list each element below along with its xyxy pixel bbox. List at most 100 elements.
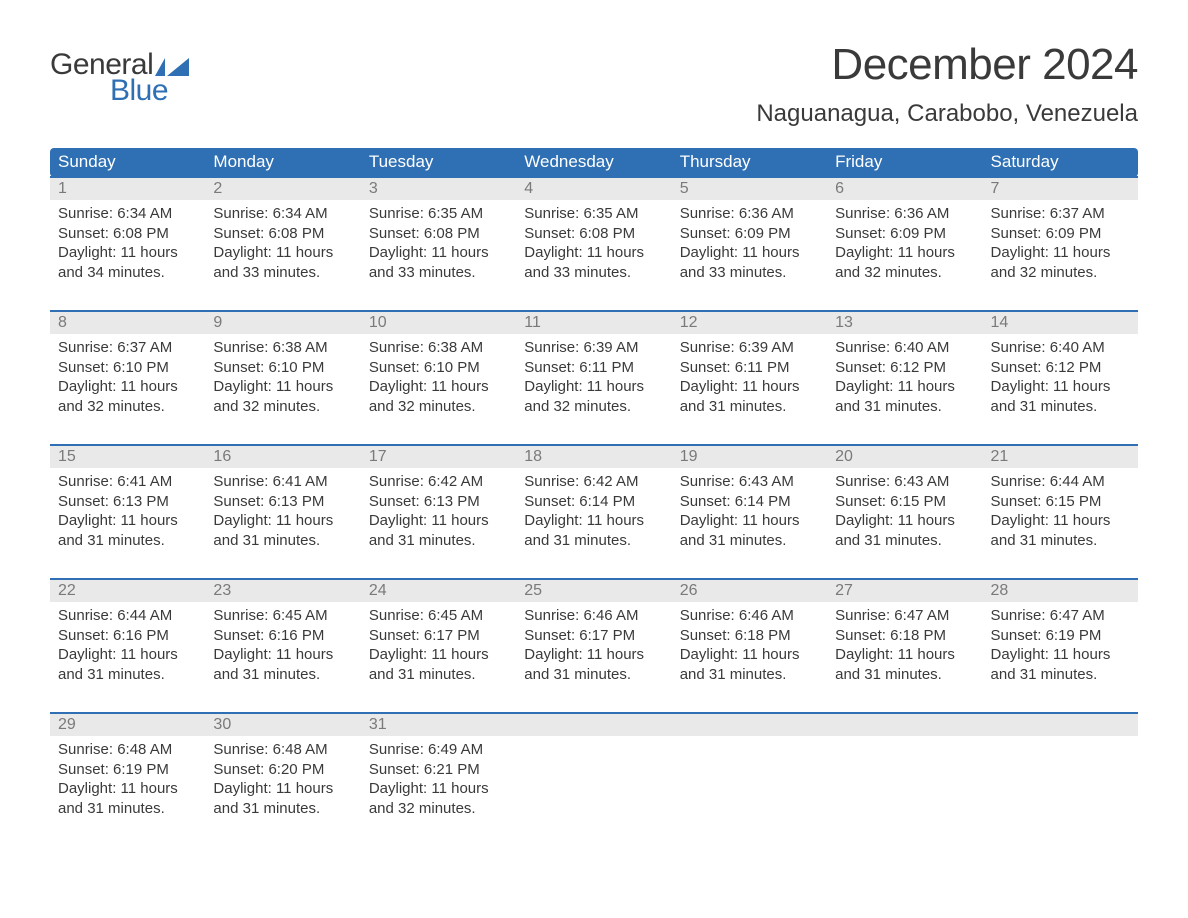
- sunrise-text: Sunrise: 6:37 AM: [991, 204, 1130, 224]
- daylight-text-line2: and 32 minutes.: [369, 799, 508, 819]
- calendar-day-cell: 26Sunrise: 6:46 AMSunset: 6:18 PMDayligh…: [672, 579, 827, 713]
- sunset-text: Sunset: 6:11 PM: [680, 358, 819, 378]
- day-number: 25: [516, 580, 671, 602]
- day-number: 7: [983, 178, 1138, 200]
- sunset-text: Sunset: 6:17 PM: [524, 626, 663, 646]
- day-number: 8: [50, 312, 205, 334]
- day-number-empty: [516, 714, 671, 736]
- day-details-empty: [516, 736, 671, 816]
- daylight-text-line1: Daylight: 11 hours: [213, 377, 352, 397]
- calendar-day-cell: 19Sunrise: 6:43 AMSunset: 6:14 PMDayligh…: [672, 445, 827, 579]
- day-number: 19: [672, 446, 827, 468]
- daylight-text-line2: and 34 minutes.: [58, 263, 197, 283]
- day-number-empty: [983, 714, 1138, 736]
- day-details: Sunrise: 6:45 AMSunset: 6:16 PMDaylight:…: [205, 602, 360, 696]
- sunset-text: Sunset: 6:08 PM: [524, 224, 663, 244]
- day-details: Sunrise: 6:37 AMSunset: 6:09 PMDaylight:…: [983, 200, 1138, 294]
- sunrise-text: Sunrise: 6:46 AM: [680, 606, 819, 626]
- daylight-text-line1: Daylight: 11 hours: [213, 511, 352, 531]
- day-details: Sunrise: 6:39 AMSunset: 6:11 PMDaylight:…: [516, 334, 671, 428]
- sunrise-text: Sunrise: 6:37 AM: [58, 338, 197, 358]
- sunset-text: Sunset: 6:08 PM: [213, 224, 352, 244]
- calendar-week-row: 1Sunrise: 6:34 AMSunset: 6:08 PMDaylight…: [50, 177, 1138, 311]
- day-number: 2: [205, 178, 360, 200]
- daylight-text-line2: and 33 minutes.: [524, 263, 663, 283]
- daylight-text-line1: Daylight: 11 hours: [524, 511, 663, 531]
- calendar-body: 1Sunrise: 6:34 AMSunset: 6:08 PMDaylight…: [50, 177, 1138, 847]
- sunset-text: Sunset: 6:21 PM: [369, 760, 508, 780]
- day-details-empty: [983, 736, 1138, 816]
- sunset-text: Sunset: 6:13 PM: [369, 492, 508, 512]
- sunrise-text: Sunrise: 6:45 AM: [369, 606, 508, 626]
- calendar-empty-cell: [516, 713, 671, 847]
- day-number: 17: [361, 446, 516, 468]
- daylight-text-line1: Daylight: 11 hours: [369, 377, 508, 397]
- day-details: Sunrise: 6:38 AMSunset: 6:10 PMDaylight:…: [205, 334, 360, 428]
- daylight-text-line1: Daylight: 11 hours: [58, 645, 197, 665]
- sunrise-text: Sunrise: 6:42 AM: [524, 472, 663, 492]
- daylight-text-line2: and 31 minutes.: [369, 531, 508, 551]
- day-details: Sunrise: 6:36 AMSunset: 6:09 PMDaylight:…: [827, 200, 982, 294]
- calendar-day-cell: 7Sunrise: 6:37 AMSunset: 6:09 PMDaylight…: [983, 177, 1138, 311]
- daylight-text-line1: Daylight: 11 hours: [369, 645, 508, 665]
- day-number: 11: [516, 312, 671, 334]
- sunrise-text: Sunrise: 6:48 AM: [58, 740, 197, 760]
- sunrise-text: Sunrise: 6:40 AM: [835, 338, 974, 358]
- weekday-header: Thursday: [672, 148, 827, 177]
- day-number: 26: [672, 580, 827, 602]
- day-number: 29: [50, 714, 205, 736]
- daylight-text-line1: Daylight: 11 hours: [213, 243, 352, 263]
- weekday-header: Wednesday: [516, 148, 671, 177]
- calendar-day-cell: 5Sunrise: 6:36 AMSunset: 6:09 PMDaylight…: [672, 177, 827, 311]
- sunset-text: Sunset: 6:08 PM: [58, 224, 197, 244]
- day-details: Sunrise: 6:40 AMSunset: 6:12 PMDaylight:…: [983, 334, 1138, 428]
- sunrise-text: Sunrise: 6:40 AM: [991, 338, 1130, 358]
- day-number: 5: [672, 178, 827, 200]
- daylight-text-line1: Daylight: 11 hours: [680, 645, 819, 665]
- weekday-header: Sunday: [50, 148, 205, 177]
- sunset-text: Sunset: 6:10 PM: [58, 358, 197, 378]
- daylight-text-line2: and 32 minutes.: [524, 397, 663, 417]
- calendar-day-cell: 31Sunrise: 6:49 AMSunset: 6:21 PMDayligh…: [361, 713, 516, 847]
- calendar-day-cell: 29Sunrise: 6:48 AMSunset: 6:19 PMDayligh…: [50, 713, 205, 847]
- sunset-text: Sunset: 6:19 PM: [991, 626, 1130, 646]
- sunset-text: Sunset: 6:10 PM: [213, 358, 352, 378]
- calendar-day-cell: 14Sunrise: 6:40 AMSunset: 6:12 PMDayligh…: [983, 311, 1138, 445]
- calendar-day-cell: 20Sunrise: 6:43 AMSunset: 6:15 PMDayligh…: [827, 445, 982, 579]
- day-number: 30: [205, 714, 360, 736]
- daylight-text-line1: Daylight: 11 hours: [213, 645, 352, 665]
- day-number-empty: [827, 714, 982, 736]
- sunrise-text: Sunrise: 6:34 AM: [58, 204, 197, 224]
- day-details: Sunrise: 6:46 AMSunset: 6:18 PMDaylight:…: [672, 602, 827, 696]
- day-details: Sunrise: 6:35 AMSunset: 6:08 PMDaylight:…: [361, 200, 516, 294]
- calendar-day-cell: 12Sunrise: 6:39 AMSunset: 6:11 PMDayligh…: [672, 311, 827, 445]
- day-details-empty: [672, 736, 827, 816]
- daylight-text-line1: Daylight: 11 hours: [680, 511, 819, 531]
- location-subtitle: Naguanagua, Carabobo, Venezuela: [756, 100, 1138, 128]
- sunrise-text: Sunrise: 6:35 AM: [524, 204, 663, 224]
- sunrise-text: Sunrise: 6:38 AM: [213, 338, 352, 358]
- daylight-text-line1: Daylight: 11 hours: [835, 243, 974, 263]
- calendar-day-cell: 2Sunrise: 6:34 AMSunset: 6:08 PMDaylight…: [205, 177, 360, 311]
- day-details: Sunrise: 6:36 AMSunset: 6:09 PMDaylight:…: [672, 200, 827, 294]
- daylight-text-line2: and 33 minutes.: [680, 263, 819, 283]
- daylight-text-line2: and 31 minutes.: [991, 397, 1130, 417]
- sunset-text: Sunset: 6:17 PM: [369, 626, 508, 646]
- calendar-day-cell: 8Sunrise: 6:37 AMSunset: 6:10 PMDaylight…: [50, 311, 205, 445]
- day-number: 12: [672, 312, 827, 334]
- day-details: Sunrise: 6:42 AMSunset: 6:13 PMDaylight:…: [361, 468, 516, 562]
- calendar-week-row: 15Sunrise: 6:41 AMSunset: 6:13 PMDayligh…: [50, 445, 1138, 579]
- sunrise-text: Sunrise: 6:39 AM: [680, 338, 819, 358]
- sunrise-text: Sunrise: 6:41 AM: [58, 472, 197, 492]
- daylight-text-line1: Daylight: 11 hours: [991, 511, 1130, 531]
- calendar-day-cell: 18Sunrise: 6:42 AMSunset: 6:14 PMDayligh…: [516, 445, 671, 579]
- daylight-text-line1: Daylight: 11 hours: [369, 243, 508, 263]
- day-number: 28: [983, 580, 1138, 602]
- calendar-day-cell: 1Sunrise: 6:34 AMSunset: 6:08 PMDaylight…: [50, 177, 205, 311]
- sunrise-text: Sunrise: 6:47 AM: [991, 606, 1130, 626]
- brand-logo: General Blue: [50, 48, 189, 108]
- daylight-text-line1: Daylight: 11 hours: [213, 779, 352, 799]
- calendar-day-cell: 13Sunrise: 6:40 AMSunset: 6:12 PMDayligh…: [827, 311, 982, 445]
- daylight-text-line2: and 31 minutes.: [524, 531, 663, 551]
- day-number: 31: [361, 714, 516, 736]
